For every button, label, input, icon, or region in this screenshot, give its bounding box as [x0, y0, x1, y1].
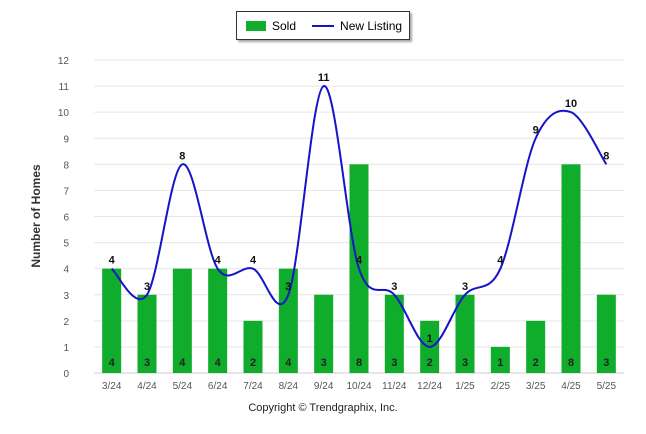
x-tick-label: 5/24 — [173, 381, 193, 392]
sold-bar — [172, 268, 192, 373]
legend: Sold New Listing — [236, 11, 410, 40]
y-tick-label: 12 — [58, 56, 70, 67]
sold-bar — [314, 294, 334, 373]
sold-data-label: 8 — [356, 357, 362, 369]
new-listing-line-group — [110, 85, 608, 348]
sold-data-label: 4 — [215, 357, 222, 369]
sold-data-label: 4 — [179, 357, 186, 369]
sold-data-label: 3 — [391, 357, 397, 369]
legend-item-sold[interactable]: Sold — [237, 19, 296, 33]
y-tick-label: 4 — [63, 265, 69, 276]
new-listing-data-label: 8 — [603, 150, 609, 162]
new-listing-data-label: 8 — [179, 150, 185, 162]
x-tick-label: 10/24 — [346, 381, 371, 392]
new-listing-line — [110, 85, 608, 348]
y-tick-label: 11 — [59, 82, 70, 93]
sold-bars — [102, 164, 616, 373]
sold-data-label: 3 — [603, 357, 609, 369]
sold-data-label: 2 — [250, 357, 256, 369]
sold-swatch-icon — [246, 20, 266, 31]
x-tick-label: 2/25 — [491, 381, 511, 392]
data-labels: 4 3 4 4 2 4 3 8 3 2 3 1 2 8 3 4 3 8 4 4 3 11 4 3 1 3 4 9 10 8 — [109, 72, 610, 369]
y-tick-label: 8 — [63, 160, 69, 171]
legend-item-new-listing[interactable]: New Listing — [296, 19, 402, 33]
sold-data-label: 2 — [427, 357, 433, 369]
sold-bar — [278, 268, 298, 373]
x-tick-label: 4/24 — [137, 381, 157, 392]
x-axis: 3/24 4/24 5/24 6/24 7/24 8/24 9/24 10/24 11/24 12… — [102, 381, 617, 392]
new-listing-data-label: 3 — [391, 281, 397, 293]
new-listing-data-label: 4 — [356, 255, 363, 267]
sold-data-label: 1 — [497, 357, 503, 369]
new-listing-data-label: 11 — [318, 72, 330, 84]
y-tick-label: 10 — [58, 108, 70, 119]
x-tick-label: 7/24 — [243, 381, 263, 392]
x-tick-label: 1/25 — [455, 381, 475, 392]
sold-bar — [561, 164, 581, 373]
sold-bar — [102, 268, 122, 373]
new-listing-data-label: 10 — [565, 98, 577, 110]
new-listing-data-label: 4 — [497, 255, 504, 267]
sold-bar — [384, 294, 404, 373]
x-tick-label: 3/24 — [102, 381, 122, 392]
y-axis-title: Number of Homes — [29, 164, 43, 268]
x-tick-label: 8/24 — [279, 381, 299, 392]
y-tick-label: 9 — [63, 134, 69, 145]
y-tick-label: 1 — [63, 343, 69, 354]
sold-bar — [243, 320, 263, 373]
new-listing-data-label: 9 — [533, 124, 539, 136]
x-tick-label: 11/24 — [382, 381, 407, 392]
sold-data-label: 8 — [568, 357, 574, 369]
y-tick-label: 3 — [63, 291, 69, 302]
y-tick-label: 5 — [63, 239, 69, 250]
sold-data-label: 2 — [533, 357, 539, 369]
sold-data-label: 4 — [285, 357, 292, 369]
sold-bar — [526, 320, 546, 373]
x-tick-label: 12/24 — [417, 381, 442, 392]
new-listing-data-label: 3 — [285, 281, 291, 293]
copyright-text: Copyright © Trendgraphix, Inc. — [248, 402, 398, 414]
x-tick-label: 5/25 — [597, 381, 617, 392]
sold-bar — [137, 294, 157, 373]
x-tick-label: 9/24 — [314, 381, 334, 392]
x-tick-label: 3/25 — [526, 381, 546, 392]
sold-bar — [455, 294, 475, 373]
new-listing-data-label: 3 — [144, 281, 150, 293]
sold-data-label: 3 — [462, 357, 468, 369]
new-listing-data-label: 4 — [250, 255, 257, 267]
x-tick-label: 6/24 — [208, 381, 228, 392]
x-tick-label: 4/25 — [561, 381, 581, 392]
y-tick-label: 2 — [63, 317, 69, 328]
new-listing-data-label: 1 — [427, 333, 433, 345]
y-tick-label: 0 — [63, 369, 69, 380]
new-listing-data-label: 4 — [215, 255, 222, 267]
sold-bar — [596, 294, 616, 373]
sold-data-label: 3 — [144, 357, 150, 369]
new-listing-data-label: 4 — [109, 255, 116, 267]
new-listing-data-label: 3 — [462, 281, 468, 293]
y-tick-label: 7 — [63, 186, 69, 197]
legend-label-sold: Sold — [272, 18, 297, 33]
sold-data-label: 3 — [321, 357, 327, 369]
new-listing-swatch-icon — [312, 24, 335, 27]
sold-data-label: 4 — [109, 357, 116, 369]
sold-bar — [208, 268, 228, 373]
legend-label-new-listing: New Listing — [340, 18, 403, 33]
sold-bar — [490, 346, 510, 373]
y-tick-label: 6 — [63, 213, 69, 224]
